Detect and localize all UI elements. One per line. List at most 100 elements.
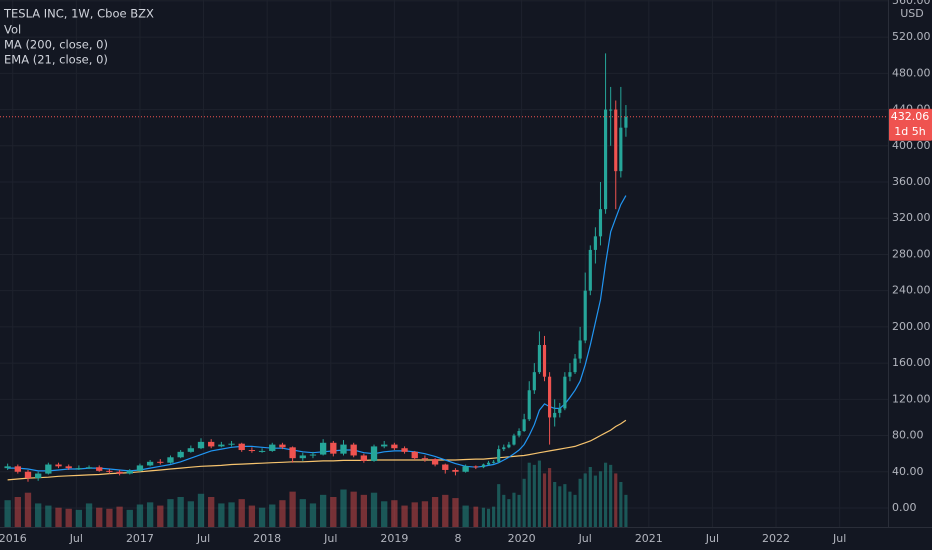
volume-bar bbox=[248, 505, 256, 527]
volume-bar bbox=[542, 473, 547, 527]
candle-body bbox=[269, 444, 276, 451]
candle-body bbox=[598, 209, 603, 237]
candle-body bbox=[299, 455, 306, 459]
volume-bar bbox=[593, 475, 597, 527]
legend: TESLA INC, 1W, Cboe BZX Vol MA (200, clo… bbox=[3, 7, 154, 67]
candle-body bbox=[248, 450, 256, 452]
volume-bar bbox=[553, 482, 557, 527]
legend-ema: EMA (21, close, 0) bbox=[4, 53, 108, 67]
candle-body bbox=[553, 412, 557, 418]
x-tick-label: Jul bbox=[196, 532, 210, 545]
candle-body bbox=[218, 444, 225, 447]
volume-bar bbox=[614, 473, 618, 527]
y-tick-label: 200.00 bbox=[892, 320, 931, 333]
candle-body bbox=[370, 446, 378, 461]
candle-body bbox=[381, 444, 388, 447]
volume-bar bbox=[603, 462, 608, 527]
y-tick-label: 160.00 bbox=[892, 356, 931, 369]
volume-bar bbox=[537, 460, 541, 527]
y-tick-label: 0.00 bbox=[892, 501, 917, 514]
candle-body bbox=[527, 390, 531, 420]
legend-volume: Vol bbox=[4, 23, 21, 37]
candle-body bbox=[289, 447, 296, 459]
candle-body bbox=[431, 459, 439, 465]
candle-body bbox=[177, 451, 184, 458]
candle-body bbox=[507, 444, 511, 448]
volume-bar bbox=[492, 506, 496, 527]
volume-bar bbox=[197, 493, 205, 527]
x-tick-label: Jul bbox=[832, 532, 846, 545]
indicator-lines bbox=[7, 195, 627, 481]
candle-body bbox=[360, 455, 368, 461]
x-tick-label: 2022 bbox=[762, 532, 790, 545]
volume-bar bbox=[548, 468, 552, 527]
x-tick-label: 2019 bbox=[380, 532, 408, 545]
volume-bar bbox=[14, 497, 21, 527]
volume-bar bbox=[136, 504, 144, 527]
candle-body bbox=[45, 464, 52, 474]
volume-bar bbox=[157, 505, 164, 527]
x-tick-label: 2017 bbox=[126, 532, 154, 545]
candle-body bbox=[4, 466, 11, 469]
candle-body bbox=[24, 471, 32, 479]
candle-body bbox=[619, 127, 623, 172]
candle-body bbox=[14, 466, 21, 472]
candle-body bbox=[497, 449, 501, 462]
volume-bar bbox=[126, 509, 133, 527]
candle-body bbox=[624, 116, 628, 128]
y-tick-label: 280.00 bbox=[892, 247, 931, 260]
volume-bar bbox=[24, 492, 32, 527]
candle-body bbox=[442, 464, 449, 470]
volume-pane bbox=[4, 460, 628, 527]
candle-body bbox=[197, 441, 205, 449]
candle-body bbox=[502, 447, 506, 450]
candles bbox=[4, 53, 628, 482]
candle-body bbox=[563, 376, 567, 409]
volume-bar bbox=[563, 484, 567, 527]
candle-body bbox=[548, 376, 552, 418]
volume-bar bbox=[218, 503, 225, 527]
volume-bar bbox=[452, 498, 459, 527]
volume-bar bbox=[289, 491, 296, 527]
candle-body bbox=[486, 462, 491, 465]
y-tick-label: 400.00 bbox=[892, 139, 931, 152]
candle-body bbox=[146, 461, 154, 466]
volume-bar bbox=[381, 501, 388, 527]
volume-bar bbox=[588, 467, 592, 527]
y-tick-label: 240.00 bbox=[892, 284, 931, 297]
volume-bar bbox=[360, 494, 368, 527]
candle-body bbox=[228, 443, 235, 445]
candle-body bbox=[568, 372, 572, 377]
last-price-label: 432.06 bbox=[891, 110, 930, 123]
volume-bar bbox=[619, 482, 623, 527]
volume-bar bbox=[319, 494, 327, 527]
candle-body bbox=[578, 340, 582, 359]
volume-bar bbox=[279, 500, 286, 527]
y-tick-label: 560.00 bbox=[892, 0, 931, 7]
candle-body bbox=[588, 249, 592, 291]
y-tick-label: 80.00 bbox=[892, 429, 924, 442]
x-tick-label: 2018 bbox=[253, 532, 281, 545]
candle-body bbox=[462, 466, 469, 472]
candle-body bbox=[136, 465, 144, 471]
volume-bar bbox=[462, 505, 469, 527]
legend-ma: MA (200, close, 0) bbox=[4, 38, 108, 52]
volume-bar bbox=[401, 505, 408, 527]
volume-bar bbox=[391, 500, 398, 527]
volume-bar bbox=[65, 508, 72, 527]
volume-bar bbox=[96, 507, 103, 527]
volume-bar bbox=[350, 491, 357, 527]
candle-body bbox=[116, 471, 123, 474]
candle-body bbox=[517, 431, 521, 436]
volume-bar bbox=[167, 499, 174, 527]
volume-bar bbox=[228, 502, 235, 527]
volume-bar bbox=[35, 503, 42, 527]
volume-bar bbox=[269, 504, 276, 527]
candle-body bbox=[187, 448, 194, 452]
volume-bar bbox=[85, 503, 93, 527]
volume-bar bbox=[517, 494, 521, 527]
volume-bar bbox=[486, 508, 491, 527]
